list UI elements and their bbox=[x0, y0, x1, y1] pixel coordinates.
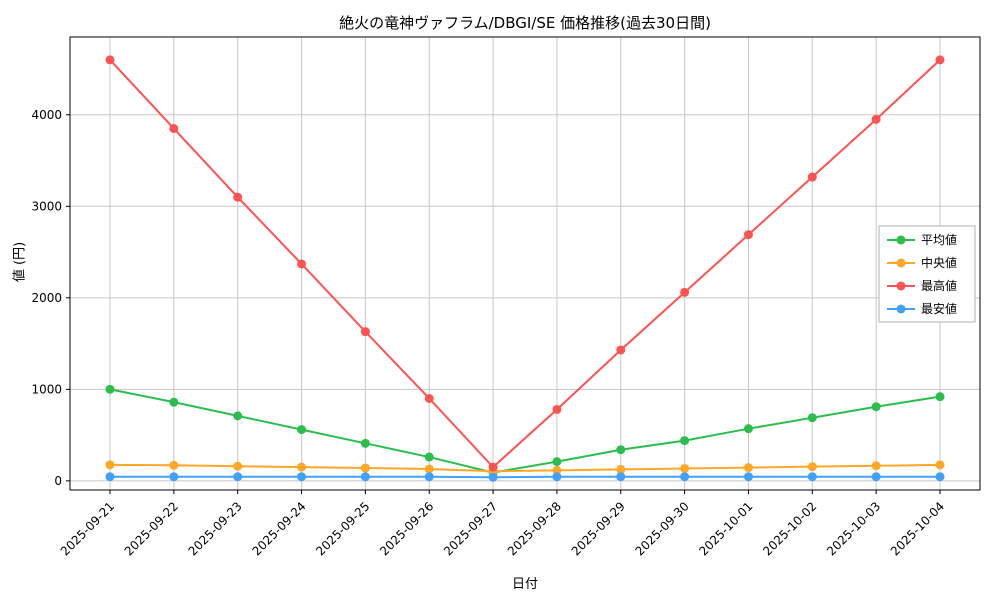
legend-marker bbox=[896, 304, 906, 314]
data-point bbox=[488, 462, 498, 472]
data-point bbox=[743, 230, 753, 240]
data-point bbox=[871, 402, 881, 412]
y-tick-label: 1000 bbox=[31, 382, 62, 396]
legend-marker bbox=[896, 258, 906, 268]
data-point bbox=[233, 461, 243, 471]
x-tick-label: 2025-09-30 bbox=[633, 499, 692, 558]
data-point bbox=[233, 192, 243, 202]
data-point bbox=[807, 413, 817, 423]
x-tick-label: 2025-10-01 bbox=[696, 499, 755, 558]
data-point bbox=[552, 457, 562, 467]
data-point bbox=[297, 462, 307, 472]
x-axis-label: 日付 bbox=[511, 577, 538, 592]
y-tick-label: 4000 bbox=[31, 108, 62, 122]
chart-title: 絶火の竜神ヴァフラム/DBGI/SE 価格推移(過去30日間) bbox=[339, 14, 711, 32]
x-tick-label: 2025-09-24 bbox=[249, 499, 308, 558]
y-tick-label: 0 bbox=[54, 474, 62, 488]
x-tick-label: 2025-09-26 bbox=[377, 499, 436, 558]
x-tick-label: 2025-09-23 bbox=[186, 499, 245, 558]
data-point bbox=[871, 114, 881, 124]
data-point bbox=[616, 345, 626, 355]
data-point bbox=[169, 472, 179, 482]
data-point bbox=[807, 472, 817, 482]
data-point bbox=[616, 464, 626, 474]
series-line-最高値 bbox=[109, 59, 941, 469]
data-point bbox=[297, 259, 307, 269]
data-point bbox=[297, 425, 307, 435]
data-point bbox=[424, 472, 434, 482]
data-point bbox=[935, 55, 945, 65]
data-point bbox=[424, 393, 434, 403]
data-point bbox=[424, 452, 434, 462]
data-point bbox=[105, 460, 115, 470]
data-point bbox=[935, 472, 945, 482]
data-point bbox=[616, 472, 626, 482]
data-point bbox=[680, 436, 690, 446]
legend-marker bbox=[896, 281, 906, 291]
data-point bbox=[871, 461, 881, 471]
x-tick-label: 2025-10-03 bbox=[824, 499, 883, 558]
x-tick-label: 2025-10-04 bbox=[888, 499, 947, 558]
legend-marker bbox=[896, 235, 906, 245]
data-point bbox=[105, 55, 115, 65]
data-point bbox=[680, 287, 690, 297]
data-point bbox=[233, 472, 243, 482]
y-tick-label: 2000 bbox=[31, 291, 62, 305]
data-point bbox=[169, 124, 179, 134]
data-point bbox=[680, 463, 690, 473]
plot-border bbox=[69, 36, 981, 491]
series-line-中央値 bbox=[109, 463, 941, 473]
data-point bbox=[488, 472, 498, 482]
data-point bbox=[743, 424, 753, 434]
data-point bbox=[360, 472, 370, 482]
data-point bbox=[935, 392, 945, 402]
legend-label: 最高値 bbox=[921, 278, 957, 293]
data-point bbox=[552, 465, 562, 475]
series-line-平均値 bbox=[109, 388, 941, 474]
x-tick-label: 2025-10-02 bbox=[760, 499, 819, 558]
legend-label: 中央値 bbox=[921, 255, 957, 270]
x-tick-label: 2025-09-28 bbox=[505, 499, 564, 558]
x-tick-label: 2025-09-21 bbox=[58, 499, 117, 558]
data-point bbox=[807, 172, 817, 182]
y-tick-label: 3000 bbox=[31, 199, 62, 213]
data-point bbox=[616, 445, 626, 455]
data-point bbox=[169, 397, 179, 407]
data-point bbox=[935, 460, 945, 470]
data-point bbox=[424, 464, 434, 474]
data-point bbox=[297, 472, 307, 482]
data-point bbox=[552, 404, 562, 414]
data-point bbox=[552, 472, 562, 482]
data-point bbox=[871, 472, 881, 482]
x-tick-label: 2025-09-22 bbox=[122, 499, 181, 558]
x-tick-label: 2025-09-29 bbox=[569, 499, 628, 558]
x-tick-label: 2025-09-25 bbox=[313, 499, 372, 558]
legend-label: 平均値 bbox=[921, 232, 957, 247]
data-point bbox=[360, 327, 370, 337]
legend-box bbox=[878, 225, 976, 323]
legend-label: 最安値 bbox=[921, 301, 957, 316]
data-point bbox=[807, 462, 817, 472]
data-point bbox=[360, 463, 370, 473]
data-point bbox=[105, 472, 115, 482]
data-point bbox=[169, 460, 179, 470]
data-point bbox=[680, 472, 690, 482]
data-point bbox=[360, 438, 370, 448]
data-point bbox=[105, 384, 115, 394]
data-point bbox=[233, 411, 243, 421]
data-point bbox=[743, 463, 753, 473]
x-tick-label: 2025-09-27 bbox=[441, 499, 500, 558]
data-point bbox=[743, 472, 753, 482]
